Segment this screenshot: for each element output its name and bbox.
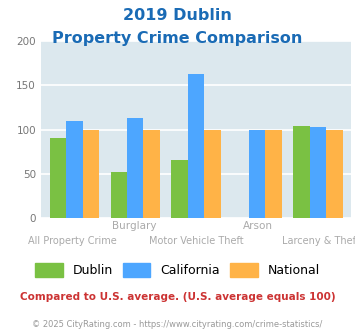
Text: Compared to U.S. average. (U.S. average equals 100): Compared to U.S. average. (U.S. average …	[20, 292, 335, 302]
Bar	[249, 129, 265, 218]
Bar	[188, 74, 204, 218]
Legend: Dublin, California, National: Dublin, California, National	[29, 257, 326, 283]
Bar	[66, 121, 83, 218]
Text: Property Crime Comparison: Property Crime Comparison	[52, 31, 303, 46]
Bar	[171, 160, 188, 218]
Bar	[83, 129, 99, 218]
Text: Burglary: Burglary	[112, 221, 156, 231]
Bar	[127, 118, 143, 218]
Text: Arson: Arson	[243, 221, 273, 231]
Bar	[110, 172, 127, 218]
Bar	[326, 129, 343, 218]
Text: All Property Crime: All Property Crime	[28, 236, 116, 246]
Text: Larceny & Theft: Larceny & Theft	[282, 236, 355, 246]
Text: 2019 Dublin: 2019 Dublin	[123, 8, 232, 23]
Bar	[143, 129, 160, 218]
Bar	[204, 129, 221, 218]
Bar	[310, 127, 326, 218]
Text: © 2025 CityRating.com - https://www.cityrating.com/crime-statistics/: © 2025 CityRating.com - https://www.city…	[32, 320, 323, 329]
Bar	[50, 138, 66, 218]
Text: Motor Vehicle Theft: Motor Vehicle Theft	[149, 236, 244, 246]
Bar	[265, 129, 282, 218]
Bar	[293, 126, 310, 218]
